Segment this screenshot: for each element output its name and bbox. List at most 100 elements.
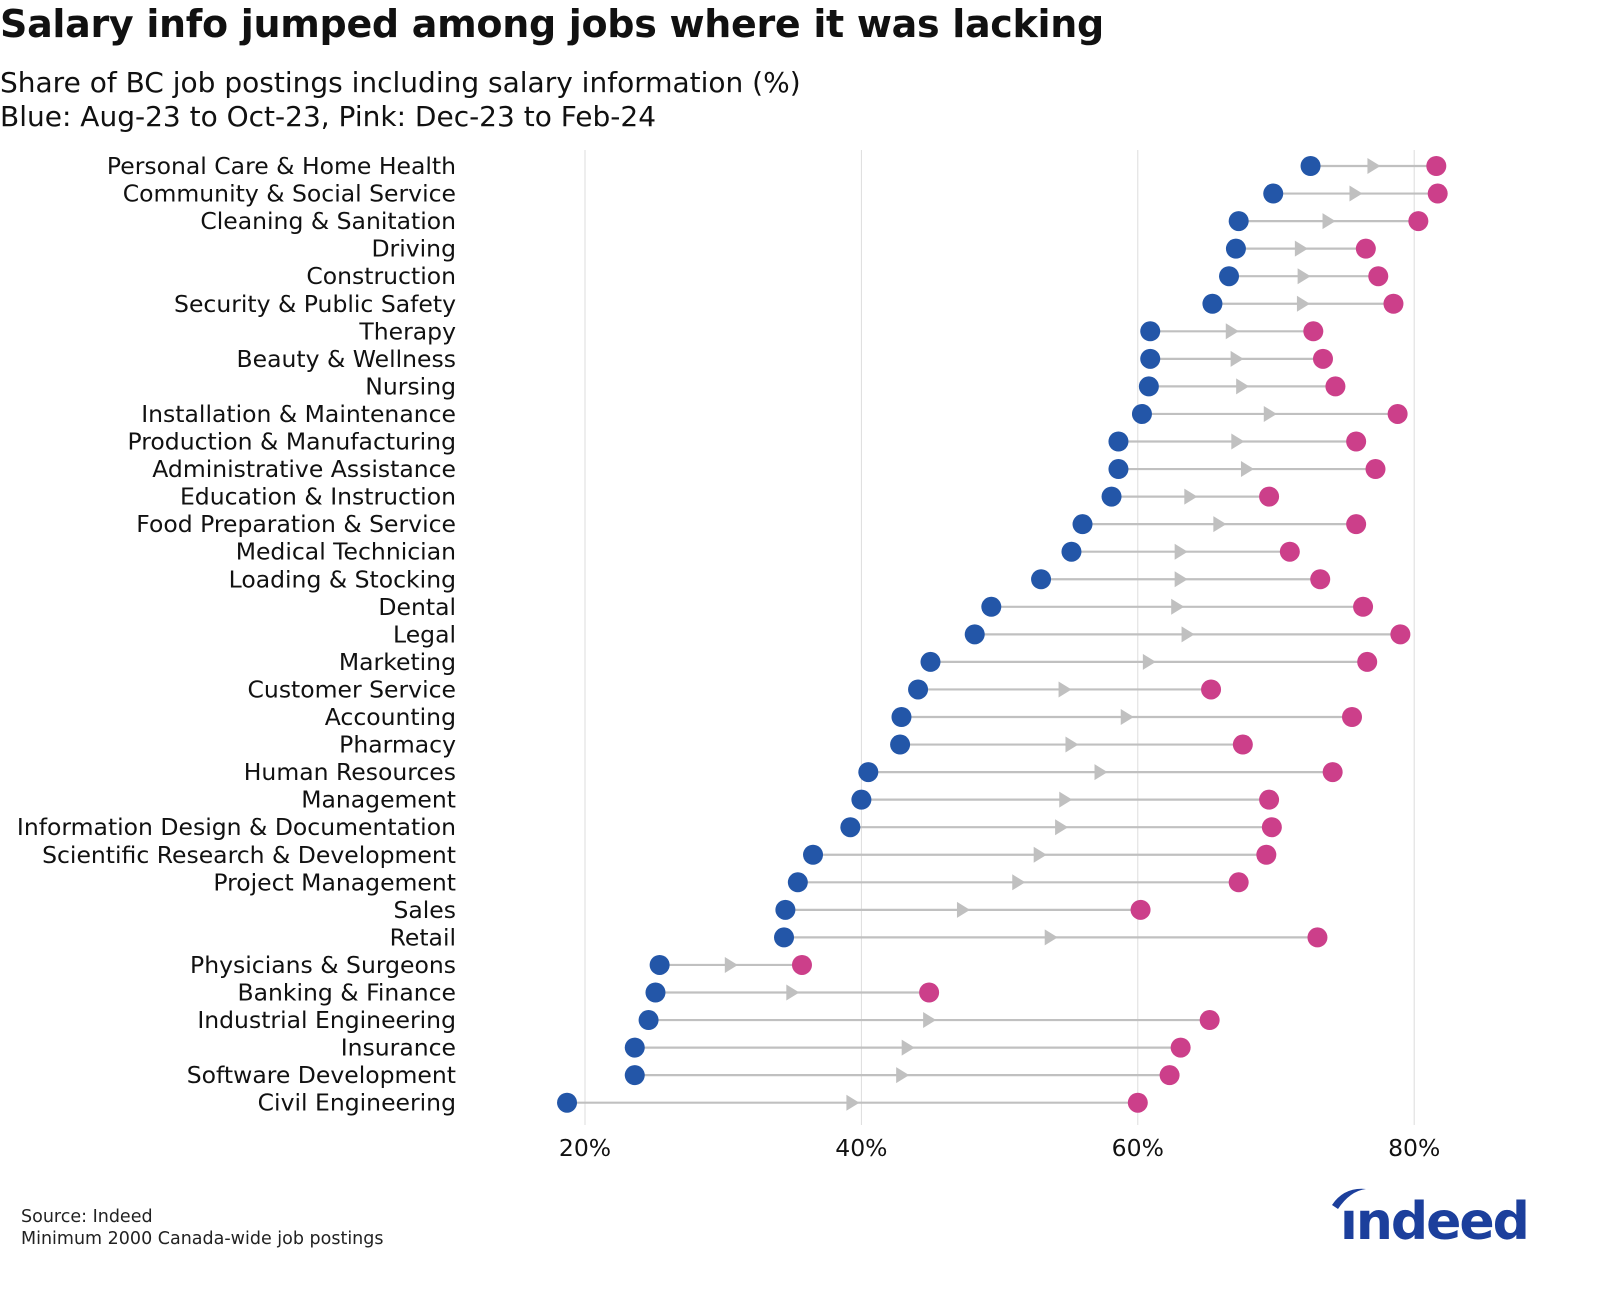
start-point xyxy=(1108,431,1129,452)
x-tick-label: 60% xyxy=(1112,1134,1164,1162)
arrow-marker xyxy=(1349,185,1363,202)
chart-row: Therapy xyxy=(358,317,1324,345)
category-label: Construction xyxy=(306,262,456,290)
category-label: Project Management xyxy=(213,868,456,896)
arrow-marker xyxy=(786,984,800,1001)
chart-row: Loading & Stocking xyxy=(229,565,1331,593)
chart-row: Installation & Maintenance xyxy=(141,400,1408,428)
arrow-marker xyxy=(923,1012,937,1029)
chart-row: Education & Instruction xyxy=(180,483,1280,511)
end-point xyxy=(1325,376,1346,397)
end-point xyxy=(1170,1037,1191,1058)
chart-row: Medical Technician xyxy=(236,538,1300,566)
subtitle-line-1: Share of BC job postings including salar… xyxy=(0,66,801,99)
arrow-marker xyxy=(1294,240,1308,257)
subtitle-line-2: Blue: Aug-23 to Oct-23, Pink: Dec-23 to … xyxy=(0,100,657,133)
end-point xyxy=(1322,762,1343,783)
end-point xyxy=(1312,348,1333,369)
start-point xyxy=(1108,459,1129,480)
category-label: Production & Manufacturing xyxy=(128,428,456,456)
chart-row: Management xyxy=(301,786,1280,814)
chart-row: Administrative Assistance xyxy=(152,455,1386,483)
end-point xyxy=(1365,459,1386,480)
start-point xyxy=(557,1092,578,1113)
arrow-marker xyxy=(1240,461,1254,478)
arrow-marker xyxy=(1120,709,1134,725)
start-point xyxy=(1072,514,1093,535)
start-point xyxy=(1219,266,1240,287)
chart-subtitle: Share of BC job postings including salar… xyxy=(0,66,801,134)
category-label: Community & Social Service xyxy=(123,180,456,208)
minimum-note: Minimum 2000 Canada-wide job postings xyxy=(21,1229,384,1249)
start-point xyxy=(774,927,795,948)
x-tick-label: 80% xyxy=(1388,1134,1440,1162)
start-point xyxy=(1138,376,1159,397)
start-point xyxy=(840,817,861,838)
start-point xyxy=(858,762,879,783)
category-label: Pharmacy xyxy=(339,731,456,759)
category-label: Civil Engineering xyxy=(258,1089,456,1117)
chart-row: Marketing xyxy=(339,648,1378,676)
start-point xyxy=(775,899,796,920)
chart-row: Customer Service xyxy=(248,675,1222,703)
start-point xyxy=(787,872,808,893)
chart-row: Software Development xyxy=(187,1061,1180,1089)
start-point xyxy=(890,734,911,755)
arrow-marker xyxy=(896,1067,910,1084)
end-point xyxy=(1261,817,1282,838)
category-label: Loading & Stocking xyxy=(229,565,456,593)
end-point xyxy=(919,982,940,1003)
category-label: Retail xyxy=(390,923,456,951)
arrow-marker xyxy=(1367,158,1381,174)
chart-row: Driving xyxy=(371,235,1376,263)
start-point xyxy=(920,651,941,672)
end-point xyxy=(1368,266,1389,287)
category-label: Accounting xyxy=(325,703,456,731)
chart-row: Project Management xyxy=(213,868,1249,896)
indeed-logo: ındeed xyxy=(1332,1188,1530,1245)
footnotes: Source: Indeed Minimum 2000 Canada-wide … xyxy=(21,1206,384,1250)
category-label: Scientific Research & Development xyxy=(42,841,456,869)
arrow-marker xyxy=(1225,323,1239,340)
chart-row: Insurance xyxy=(341,1034,1191,1062)
end-point xyxy=(1346,514,1367,535)
end-point xyxy=(1228,872,1249,893)
chart-row: Banking & Finance xyxy=(237,979,940,1007)
category-label: Food Preparation & Service xyxy=(136,510,456,538)
end-point xyxy=(1201,679,1222,700)
category-label: Insurance xyxy=(341,1034,456,1062)
arrow-marker xyxy=(1181,626,1195,643)
category-label: Cleaning & Sanitation xyxy=(200,207,456,235)
x-tick-label: 40% xyxy=(835,1134,887,1162)
chart-row: Civil Engineering xyxy=(258,1089,1148,1117)
arrow-marker xyxy=(1174,571,1188,588)
arrow-marker xyxy=(1058,681,1072,698)
category-label: Physicians & Surgeons xyxy=(190,951,456,979)
x-axis-ticks: 20% 40% 60% 80% xyxy=(559,1134,1440,1162)
arrow-marker xyxy=(1033,846,1047,863)
end-point xyxy=(1390,624,1411,645)
start-point xyxy=(624,1037,645,1058)
gridlines xyxy=(584,150,1415,1125)
end-point xyxy=(1355,238,1376,259)
category-label: Medical Technician xyxy=(236,538,456,566)
start-point xyxy=(1263,183,1284,204)
arrow-marker xyxy=(1213,516,1227,533)
category-label: Human Resources xyxy=(244,758,456,786)
arrow-marker xyxy=(846,1094,860,1111)
category-label: Information Design & Documentation xyxy=(17,813,456,841)
category-label: Beauty & Wellness xyxy=(237,345,456,373)
start-point xyxy=(803,844,824,865)
end-point xyxy=(1353,596,1374,617)
chart-row: Human Resources xyxy=(244,758,1343,786)
category-label: Personal Care & Home Health xyxy=(107,152,456,180)
start-point xyxy=(1101,486,1122,507)
chart-title: Salary info jumped among jobs where it w… xyxy=(0,2,1104,46)
category-label: Management xyxy=(301,786,456,814)
chart-row: Retail xyxy=(390,923,1328,951)
arrow-marker xyxy=(1065,736,1079,753)
arrow-marker xyxy=(1322,213,1336,230)
arrow-marker xyxy=(1044,929,1058,946)
category-label: Industrial Engineering xyxy=(197,1006,456,1034)
chart-row: Physicians & Surgeons xyxy=(190,951,812,979)
